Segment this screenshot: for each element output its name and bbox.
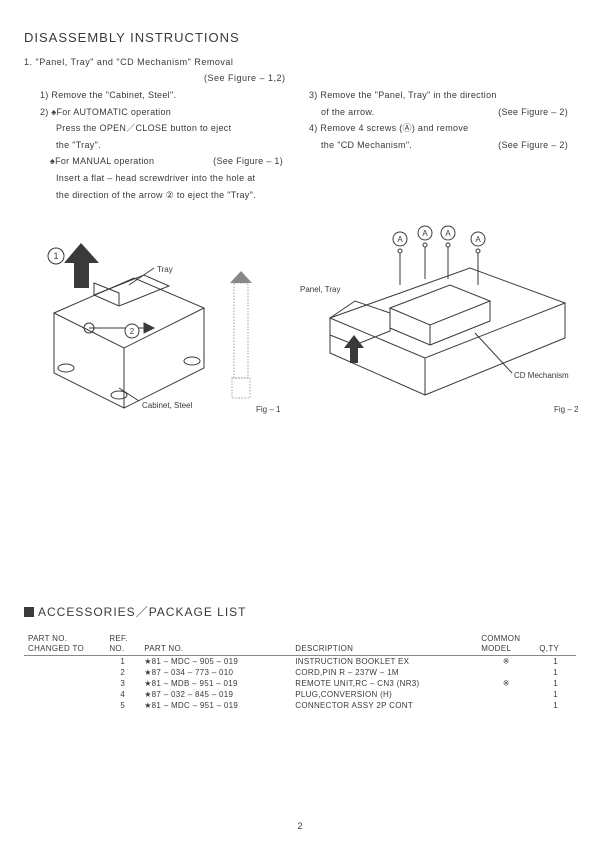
left-l5a: ♠For MANUAL operation bbox=[40, 156, 154, 166]
figure-1-svg: 1 2 bbox=[24, 223, 284, 423]
left-l1: 1) Remove the "Cabinet, Steel". bbox=[40, 89, 291, 102]
th-qty: Q,TY bbox=[535, 632, 576, 656]
fig2-label-cd: CD Mechanism bbox=[514, 371, 569, 380]
fig1-callout1: 1 bbox=[53, 251, 58, 261]
page-number: 2 bbox=[297, 821, 302, 831]
fig2-label-panel: Panel, Tray bbox=[300, 285, 340, 294]
square-bullet-icon bbox=[24, 607, 34, 617]
fig1-caption: Fig – 1 bbox=[256, 405, 280, 414]
step-main: 1. "Panel, Tray" and "CD Mechanism" Remo… bbox=[24, 57, 576, 67]
left-column: 1) Remove the "Cabinet, Steel". 2) ♠For … bbox=[24, 89, 291, 205]
left-l4: the "Tray". bbox=[56, 139, 291, 152]
svg-text:A: A bbox=[397, 235, 403, 244]
accessories-table: PART NO. CHANGED TO REF. NO. PART NO. DE… bbox=[24, 632, 576, 711]
th-ref: REF. NO. bbox=[105, 632, 140, 656]
svg-text:A: A bbox=[445, 229, 451, 238]
right-r1: 3) Remove the "Panel, Tray" in the direc… bbox=[309, 89, 576, 102]
right-r4b: (See Figure – 2) bbox=[498, 139, 568, 152]
right-r2b: (See Figure – 2) bbox=[498, 106, 568, 119]
th-common: COMMON MODEL bbox=[477, 632, 535, 656]
right-r4: the "CD Mechanism". (See Figure – 2) bbox=[309, 139, 576, 152]
left-l2: 2) ♠For AUTOMATIC operation bbox=[40, 106, 291, 119]
right-r4a: the "CD Mechanism". bbox=[309, 140, 412, 150]
left-l5b: (See Figure – 1) bbox=[213, 155, 283, 168]
step-main-see: (See Figure – 1,2) bbox=[204, 73, 576, 83]
fig1-callout2: 2 bbox=[130, 327, 135, 336]
fig1-label-tray: Tray bbox=[157, 265, 173, 274]
right-r3: 4) Remove 4 screws (Ⓐ) and remove bbox=[309, 122, 576, 135]
figures-row: 1 2 Tray Cabinet, Steel Fig – 1 bbox=[24, 223, 576, 423]
table-row: 3★81 – MDB – 951 – 019REMOTE UNIT,RC – C… bbox=[24, 678, 576, 689]
fig2-caption: Fig – 2 bbox=[554, 405, 578, 414]
table-row: 1★81 – MDC – 905 – 019INSTRUCTION BOOKLE… bbox=[24, 656, 576, 668]
figure-2-svg: A A A A bbox=[300, 223, 580, 423]
fig1-label-cabinet: Cabinet, Steel bbox=[142, 401, 192, 410]
svg-text:A: A bbox=[475, 235, 481, 244]
left-l3: Press the OPEN／CLOSE button to eject bbox=[56, 122, 291, 135]
accessories-title: ACCESSORIES／PACKAGE LIST bbox=[24, 603, 576, 620]
page-title: DISASSEMBLY INSTRUCTIONS bbox=[24, 30, 576, 45]
th-partno-changed: PART NO. CHANGED TO bbox=[24, 632, 105, 656]
figure-2: A A A A Panel, Tray CD Mechanism Fig – 2 bbox=[300, 223, 580, 423]
svg-text:A: A bbox=[422, 229, 428, 238]
right-r2: of the arrow. (See Figure – 2) bbox=[309, 106, 576, 119]
left-l6: Insert a flat – head screwdriver into th… bbox=[56, 172, 291, 185]
right-column: 3) Remove the "Panel, Tray" in the direc… bbox=[309, 89, 576, 205]
figure-1: 1 2 Tray Cabinet, Steel Fig – 1 bbox=[24, 223, 284, 423]
left-l7: the direction of the arrow ② to eject th… bbox=[56, 189, 291, 202]
instruction-columns: 1) Remove the "Cabinet, Steel". 2) ♠For … bbox=[24, 89, 576, 205]
th-desc: DESCRIPTION bbox=[291, 632, 477, 656]
right-r2a: of the arrow. bbox=[309, 107, 374, 117]
table-row: 2★87 – 034 – 773 – 010CORD,PIN R – 237W … bbox=[24, 667, 576, 678]
th-partno: PART NO. bbox=[140, 632, 291, 656]
table-row: 4★87 – 032 – 845 – 019PLUG,CONVERSION (H… bbox=[24, 689, 576, 700]
table-row: 5★81 – MDC – 951 – 019CONNECTOR ASSY 2P … bbox=[24, 700, 576, 711]
accessories-title-text: ACCESSORIES／PACKAGE LIST bbox=[38, 603, 247, 620]
left-l5: ♠For MANUAL operation (See Figure – 1) bbox=[40, 155, 291, 168]
